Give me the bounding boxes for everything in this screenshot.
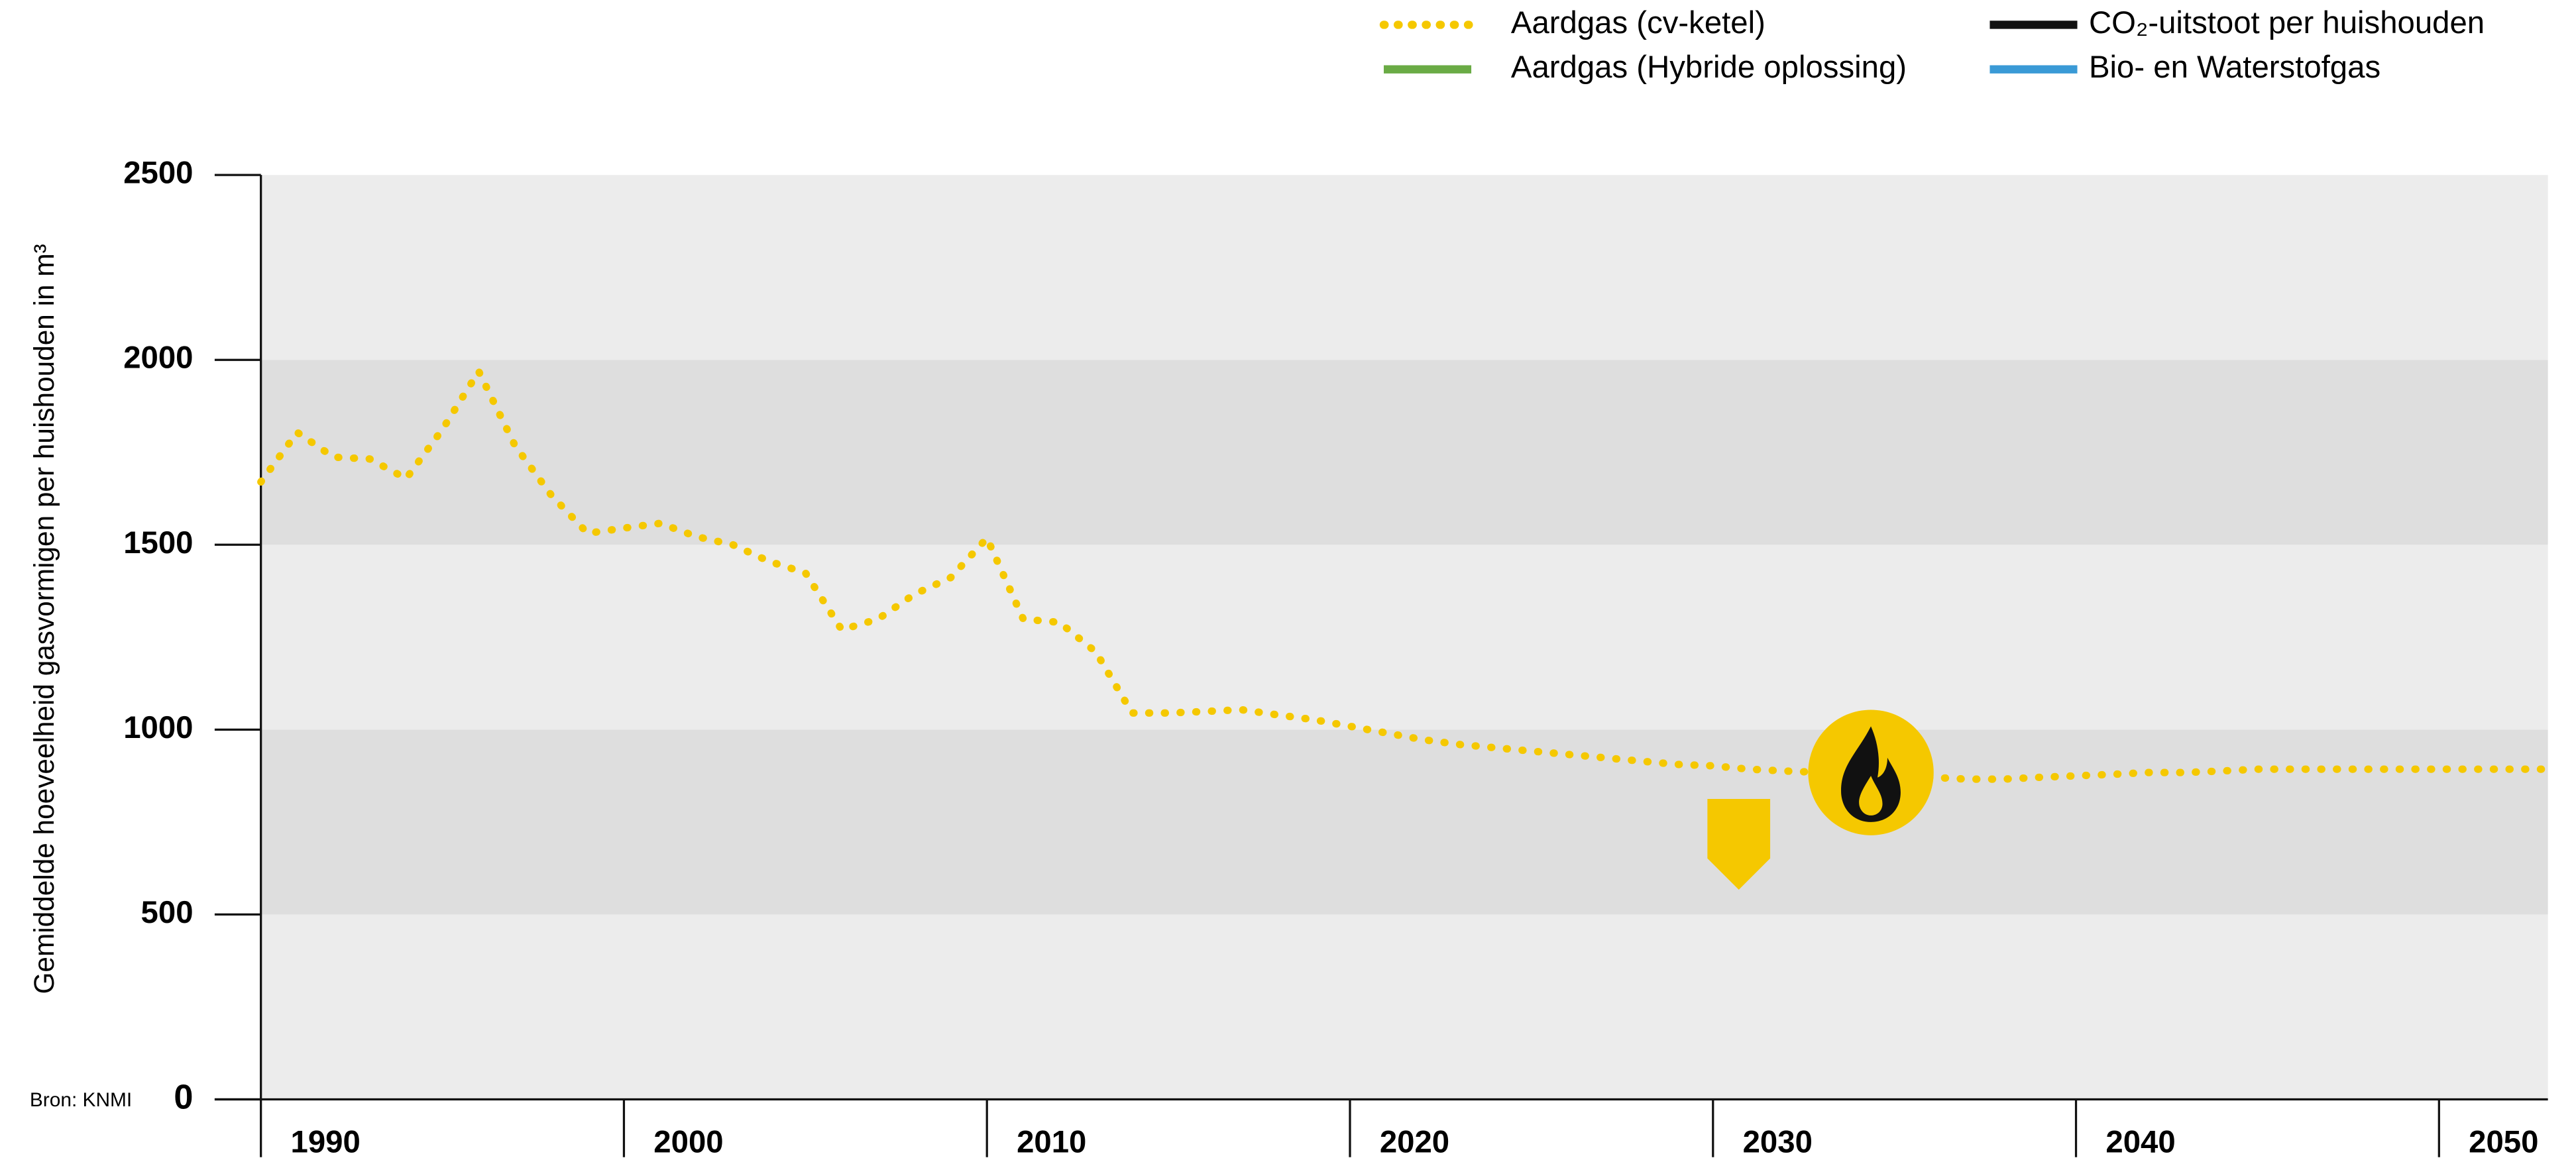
- band: [260, 545, 2548, 730]
- x-tick-label: 1990: [291, 1124, 361, 1158]
- band: [260, 175, 2548, 360]
- flame-icon: [1841, 726, 1901, 822]
- source: Bron: KNMI: [30, 1089, 132, 1111]
- legend-label: CO₂-uitstoot per huishouden: [2089, 5, 2485, 40]
- legend-label: Aardgas (Hybride oplossing): [1511, 50, 1907, 85]
- marker-icon: [1707, 799, 1771, 890]
- x-tick-label: 2020: [1380, 1124, 1449, 1158]
- y-tick-label: 1000: [123, 710, 193, 745]
- band: [260, 729, 2548, 915]
- y-tick-label: 2500: [123, 156, 193, 191]
- band: [260, 360, 2548, 545]
- y-tick-label: 500: [141, 895, 194, 930]
- band: [260, 914, 2548, 1100]
- x-tick-label: 2000: [653, 1124, 723, 1158]
- y-tick-label: 2000: [123, 341, 193, 376]
- legend-label: Aardgas (cv-ketel): [1511, 5, 1765, 40]
- x-tick-label: 2010: [1017, 1124, 1086, 1158]
- y-axis-label: Gemiddelde hoeveelheid gasvormigen per h…: [28, 244, 60, 994]
- legend-label: Bio- en Waterstofgas: [2089, 50, 2380, 85]
- series-line: [257, 367, 2552, 783]
- y-tick-label: 1500: [123, 525, 193, 560]
- y-tick-label: 0: [174, 1078, 193, 1116]
- x-tick-label: 2050: [2469, 1124, 2538, 1158]
- x-tick-label: 2040: [2105, 1124, 2175, 1158]
- x-tick-label: 2030: [1743, 1124, 1813, 1158]
